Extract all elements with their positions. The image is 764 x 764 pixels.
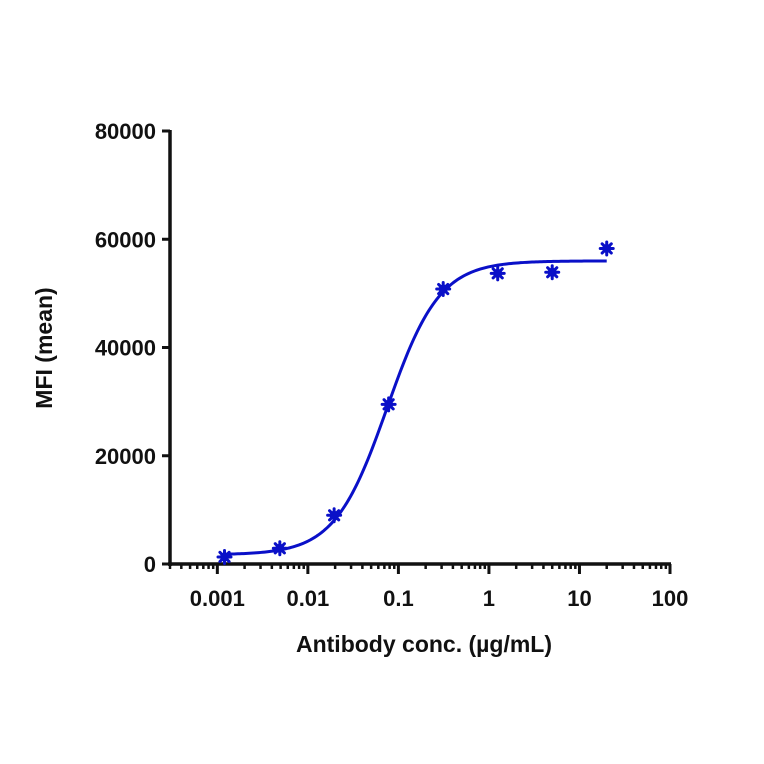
data-point-marker xyxy=(326,507,343,524)
data-point-marker xyxy=(544,264,561,281)
y-tick-label: 40000 xyxy=(95,336,156,361)
y-axis-title: MFI (mean) xyxy=(31,287,57,408)
x-tick-label: 0.01 xyxy=(286,586,329,611)
y-axis: 0 20000 40000 60000 80000 xyxy=(95,119,172,577)
x-axis-title: Antibody conc. (µg/mL) xyxy=(296,631,552,657)
x-tick-label: 10 xyxy=(567,586,591,611)
fit-curve xyxy=(224,259,607,556)
y-tick-label: 20000 xyxy=(95,444,156,469)
data-point-marker xyxy=(380,396,397,413)
data-point-marker xyxy=(435,281,452,298)
x-tick-label: 0.1 xyxy=(383,586,414,611)
y-tick-label: 60000 xyxy=(95,227,156,252)
data-points xyxy=(216,240,615,565)
x-axis: 0.001 0.01 0.1 1 10 100 xyxy=(168,562,689,611)
data-point-marker xyxy=(489,265,506,282)
data-point-marker xyxy=(216,548,233,565)
data-point-marker xyxy=(598,240,615,257)
data-point-marker xyxy=(271,540,288,557)
y-tick-label: 0 xyxy=(144,552,156,577)
y-tick-label: 80000 xyxy=(95,119,156,144)
x-tick-label: 0.001 xyxy=(190,586,245,611)
x-tick-label: 100 xyxy=(652,586,689,611)
x-tick-label: 1 xyxy=(483,586,495,611)
